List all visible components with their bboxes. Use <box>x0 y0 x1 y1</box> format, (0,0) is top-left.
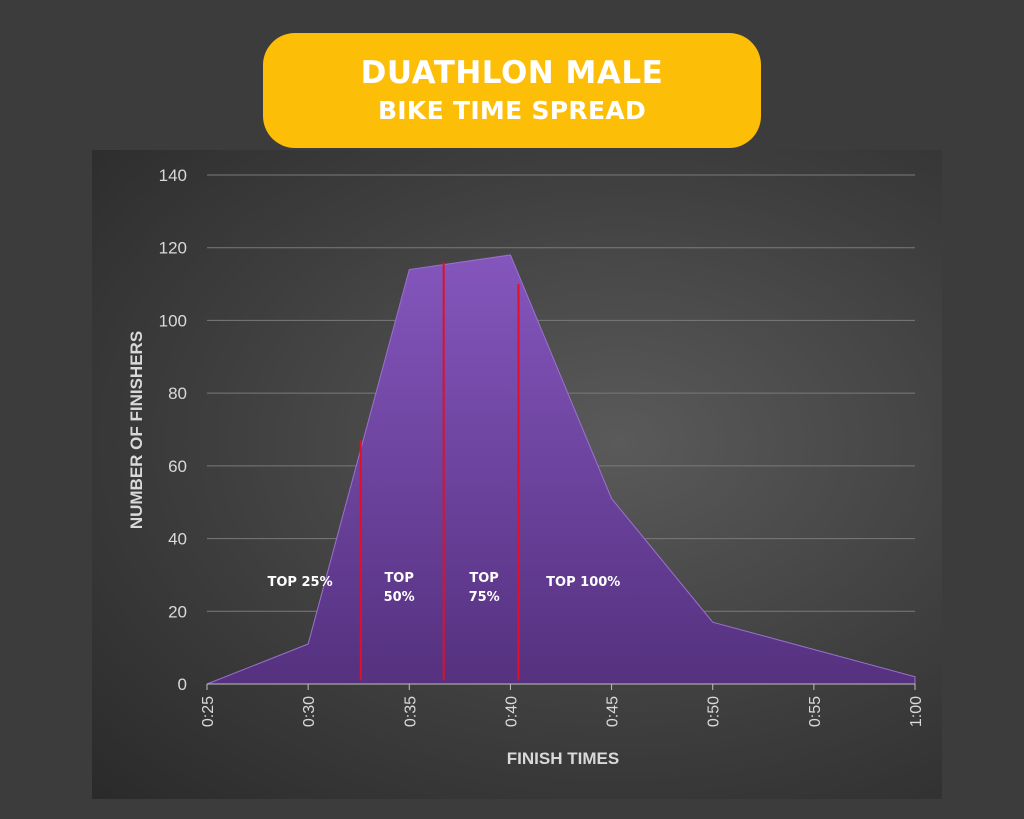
x-tick-label: 0:25 <box>200 696 217 727</box>
y-tick-label: 0 <box>178 675 187 694</box>
y-tick-label: 20 <box>168 602 187 621</box>
y-axis-label: NUMBER OF FINISHERS <box>127 331 146 529</box>
x-tick-label: 0:40 <box>503 696 520 727</box>
x-tick-label: 1:00 <box>908 696 925 727</box>
x-tick-label: 0:35 <box>402 696 419 727</box>
chart-title: DUATHLON MALE <box>360 54 664 91</box>
x-tick-label: 0:45 <box>605 696 622 727</box>
y-tick-label: 140 <box>159 166 187 185</box>
area-fill <box>206 254 916 685</box>
x-tick-label: 0:30 <box>301 696 318 727</box>
y-tick-label: 120 <box>159 239 187 258</box>
chart-title-banner: DUATHLON MALE BIKE TIME SPREAD <box>263 33 761 148</box>
region-label: TOP 50% <box>384 571 415 605</box>
region-labels: TOP 25% TOP 50% TOP 75% TOP 100% <box>268 571 621 605</box>
region-label: TOP 75% <box>469 571 500 605</box>
chart-panel: 0 20 40 60 80 100 120 140 0:25 0:30 0:35 0:40 0:45 0:… <box>92 150 942 799</box>
y-tick-label: 100 <box>159 311 187 330</box>
x-axis-label: FINISH TIMES <box>507 749 619 768</box>
chart-subtitle: BIKE TIME SPREAD <box>377 95 647 125</box>
area-series <box>206 254 916 685</box>
y-tick-label: 60 <box>168 457 187 476</box>
region-label: TOP 100% <box>546 575 620 590</box>
axes: 0 20 40 60 80 100 120 140 0:25 0:30 0:35 0:40 0:45 0:… <box>159 166 925 727</box>
x-tick-label: 0:50 <box>706 696 723 727</box>
y-tick-label: 80 <box>168 384 187 403</box>
region-label: TOP 25% <box>268 575 333 590</box>
y-tick-label: 40 <box>168 530 187 549</box>
area-chart: 0 20 40 60 80 100 120 140 0:25 0:30 0:35 0:40 0:45 0:… <box>127 166 925 768</box>
x-tick-label: 0:55 <box>807 696 824 727</box>
percentile-markers <box>359 262 520 681</box>
